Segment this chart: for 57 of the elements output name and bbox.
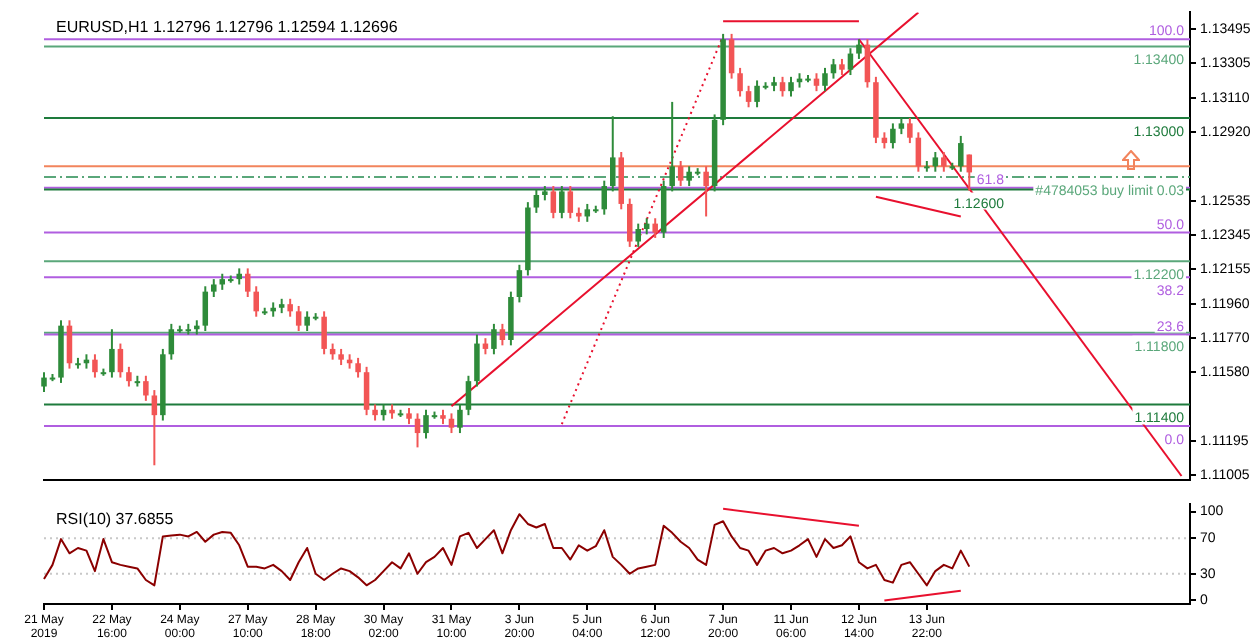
candlestick [890,122,896,150]
candlestick [92,353,98,379]
candlestick [244,267,251,299]
candlestick [822,66,828,93]
candlestick [626,197,633,248]
chart-title: RSI(10) 37.6855 [56,510,175,529]
candlestick [448,412,455,435]
candlestick [660,179,667,239]
candlestick [499,322,506,347]
candlestick [202,285,209,333]
candlestick [754,79,760,109]
candlestick [907,117,913,145]
candlestick [516,263,523,304]
candlestick [508,290,514,347]
candlestick [941,151,947,173]
candlestick [117,342,124,379]
chart-title: EURUSD,H1 1.12796 1.12796 1.12594 1.12696 [56,18,399,37]
candlestick [830,57,837,80]
candlestick [618,151,624,211]
candlestick [932,151,939,173]
candlestick [151,389,158,467]
candlestick [491,322,497,356]
candlestick [677,159,684,188]
candlestick [779,75,786,98]
candlestick [686,165,692,188]
candlestick [304,310,310,333]
candlestick [465,374,472,417]
candlestick [533,188,540,214]
candlestick [550,185,557,220]
candlestick [355,356,361,379]
candlestick [610,115,616,193]
candlestick [669,100,675,193]
candlestick [788,75,794,98]
candlestick [41,371,47,393]
candlestick [601,179,608,216]
candlestick [253,285,259,318]
candlestick [457,403,463,435]
candlestick [728,32,735,80]
candlestick [958,134,964,173]
candlestick [363,365,370,417]
candlestick [126,365,132,388]
candlestick [745,84,752,109]
candlestick [737,66,743,98]
candlestick [703,165,709,218]
candlestick [109,328,115,379]
candlestick [635,222,641,248]
candlestick [856,38,862,60]
candlestick [474,333,480,388]
candlestick [143,374,149,402]
candlestick [567,185,574,220]
candlestick [559,185,565,220]
candlestick [295,304,302,333]
candlestick [847,47,854,77]
candlestick [423,408,429,440]
candlestick [652,217,658,239]
candlestick [321,310,327,356]
candlestick [168,322,175,361]
